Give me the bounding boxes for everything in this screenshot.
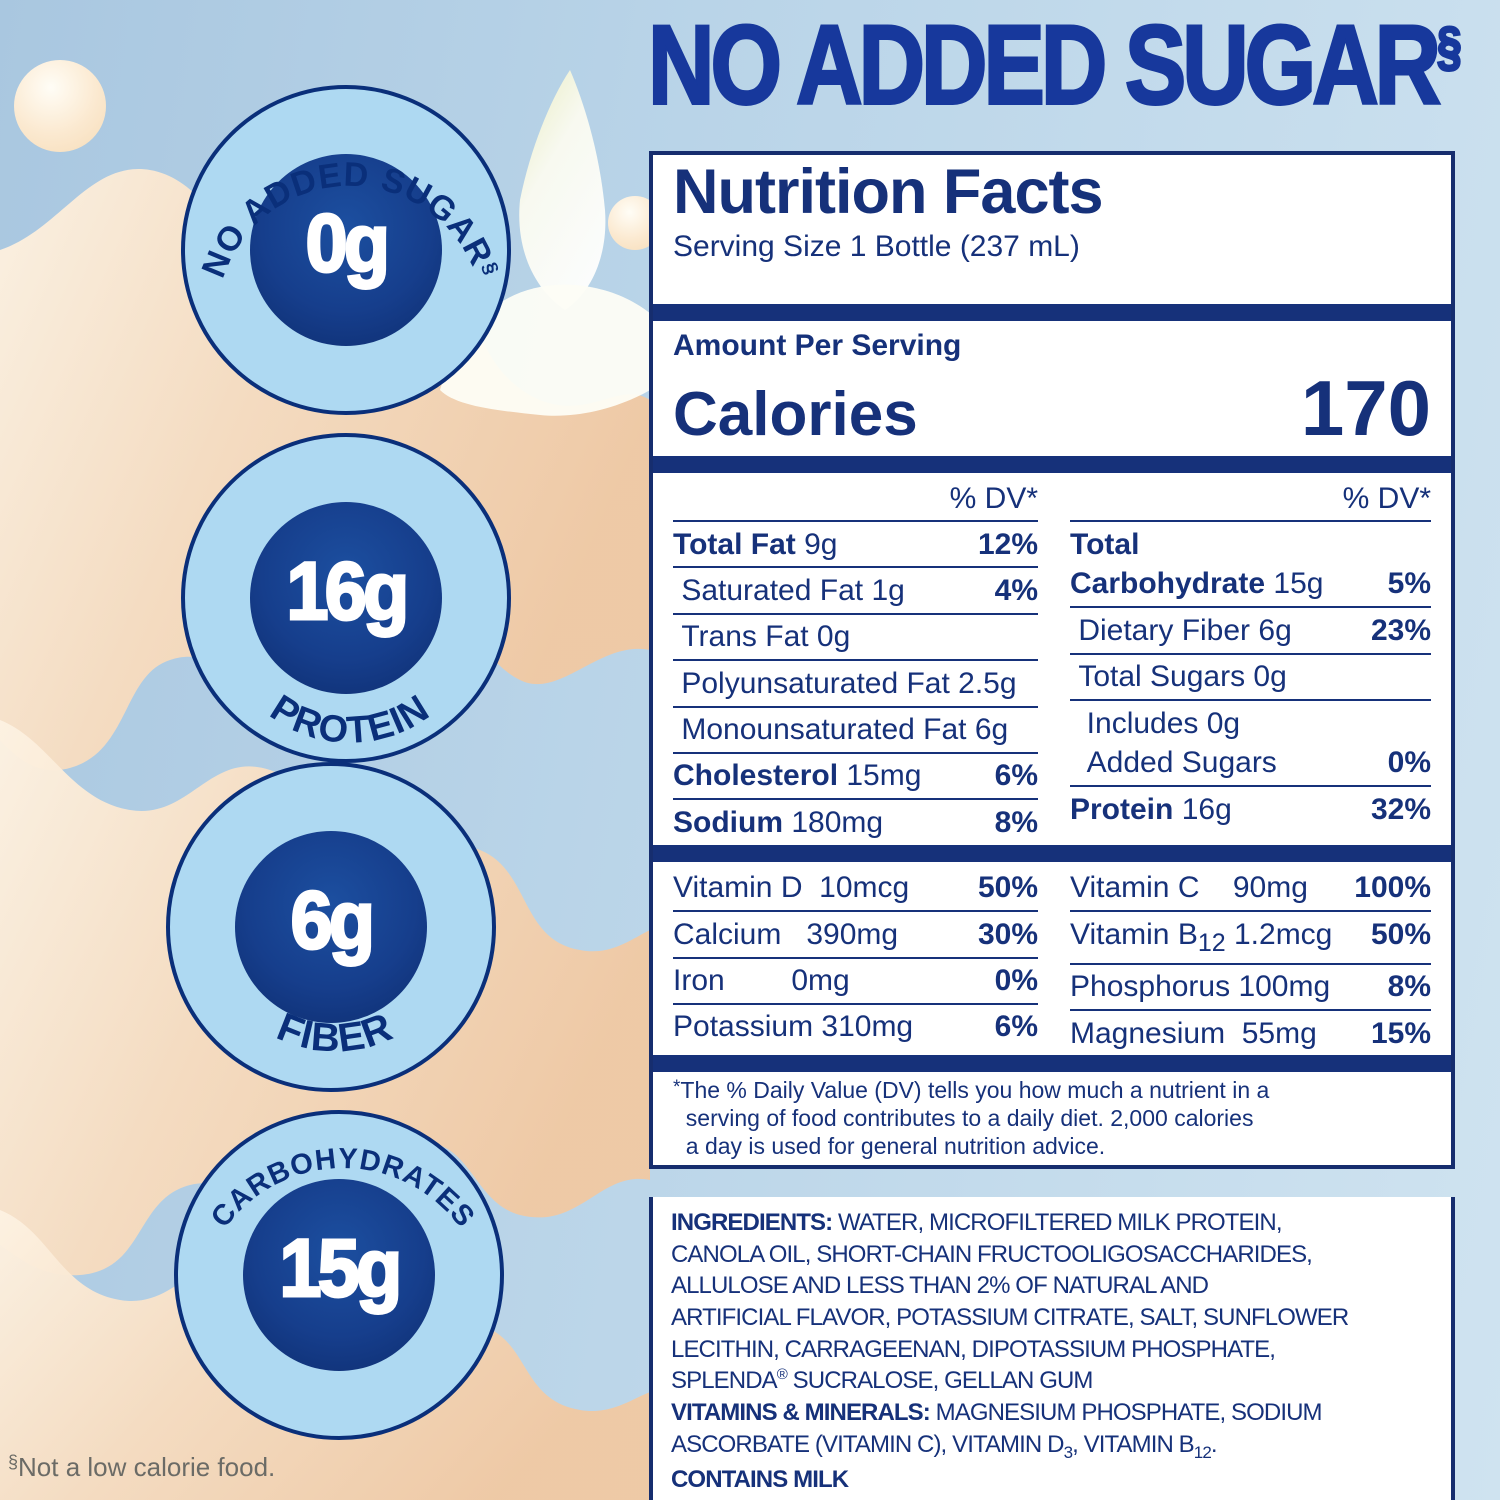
svg-text:PROTEIN: PROTEIN	[263, 687, 437, 752]
svg-text:CARBOHYDRATES: CARBOHYDRATES	[205, 1143, 481, 1234]
svg-text:FIBER: FIBER	[271, 1005, 399, 1061]
